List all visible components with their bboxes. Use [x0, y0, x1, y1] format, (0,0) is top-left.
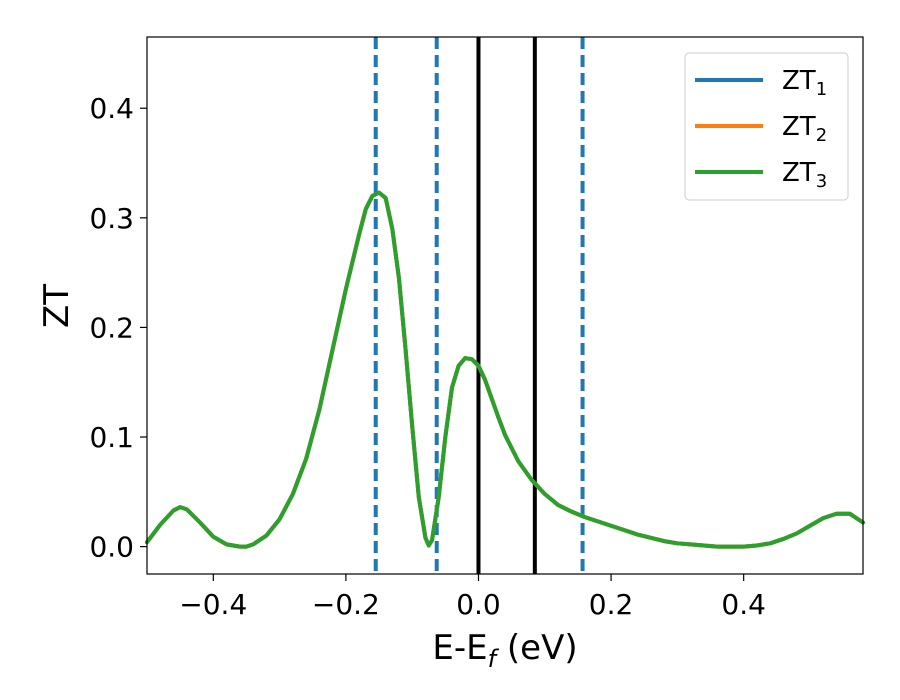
y-tick-label-2: 0.2 — [89, 311, 134, 344]
x-axis-label-main: E-E — [432, 628, 487, 668]
legend: ZT1 ZT2 ZT3 — [684, 52, 849, 201]
x-tick-label-1: −0.2 — [312, 588, 380, 621]
series-lines — [145, 190, 865, 549]
y-tick-label-3: 0.3 — [89, 202, 134, 235]
x-axis-label-unit: (eV) — [496, 628, 578, 668]
y-tick-label-1: 0.1 — [89, 421, 134, 454]
x-tick-label-3: 0.2 — [589, 588, 634, 621]
legend-label-zt1: ZT1 — [782, 66, 827, 100]
series-line-zt2 — [145, 190, 865, 549]
series-line-zt3 — [145, 190, 865, 549]
x-tick-label-0: −0.4 — [179, 588, 247, 621]
legend-label-zt1-main: ZT — [782, 66, 816, 96]
legend-label-zt1-sub: 1 — [816, 79, 827, 100]
x-tick-label-2: 0.0 — [456, 588, 501, 621]
x-tick-label-4: 0.4 — [721, 588, 766, 621]
y-axis-label: ZT — [37, 284, 77, 328]
series-line-zt1 — [145, 190, 865, 549]
legend-box — [684, 52, 849, 201]
legend-label-zt3-sub: 3 — [816, 171, 827, 192]
legend-label-zt3-main: ZT — [782, 158, 816, 188]
x-axis-label: E-Ef (eV) — [432, 628, 577, 673]
y-tick-label-0: 0.0 — [89, 531, 134, 564]
vertical-lines — [373, 37, 585, 574]
legend-label-zt2-sub: 2 — [816, 125, 827, 146]
x-axis: −0.4 −0.2 0.0 0.2 0.4 — [179, 574, 766, 621]
y-axis: 0.0 0.1 0.2 0.3 0.4 — [89, 92, 147, 564]
legend-label-zt2: ZT2 — [782, 112, 827, 146]
y-tick-label-4: 0.4 — [89, 92, 134, 125]
plot-frame — [146, 36, 864, 575]
legend-label-zt2-main: ZT — [782, 112, 816, 142]
legend-label-zt3: ZT3 — [782, 158, 827, 192]
